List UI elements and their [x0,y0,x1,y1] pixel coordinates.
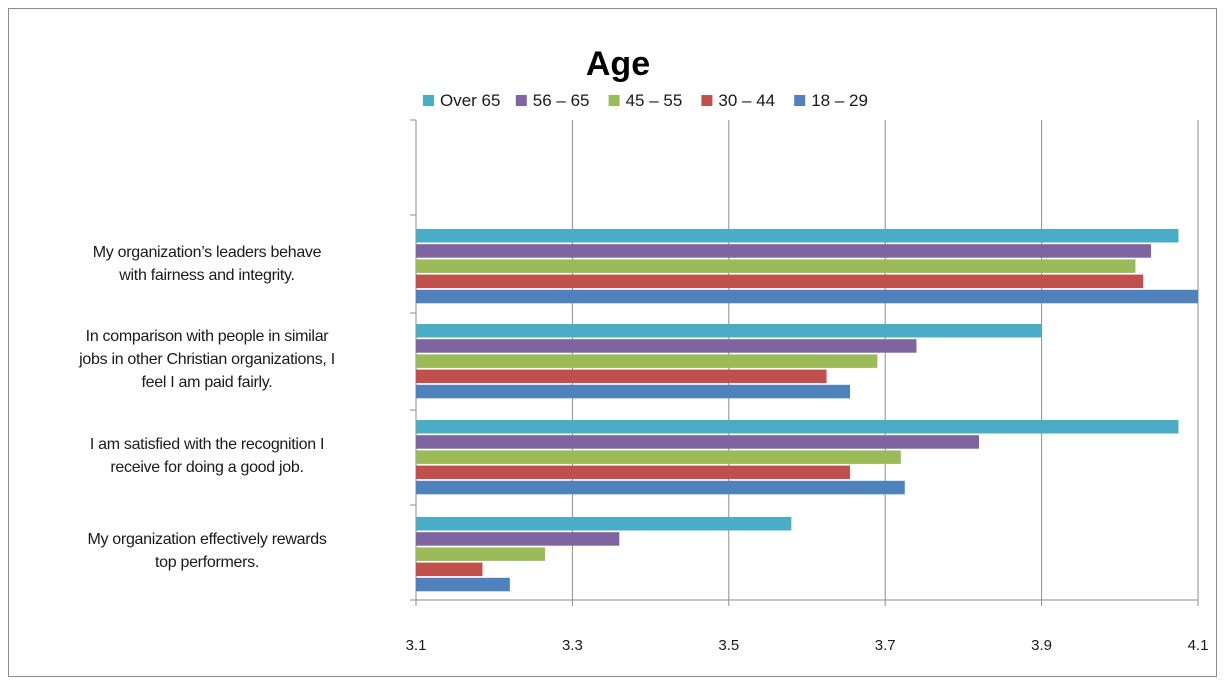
x-tick-label: 3.1 [406,637,427,654]
legend-swatch [701,95,713,106]
x-axis-ticks: 3.1 3.3 3.5 3.7 3.9 4.1 [406,637,1209,654]
category-label: In comparison with people in similar jobs… [12,325,402,394]
x-tick-label: 3.3 [562,637,583,654]
legend-swatch [608,95,620,106]
category-label-line: I am satisfied with the recognition I [89,436,325,453]
legend-label: 30 – 44 [718,91,775,110]
bar [416,324,1042,338]
x-tick-label: 3.9 [1031,637,1052,654]
bar [416,289,1198,304]
chart-title: Age [586,45,650,83]
bar [416,435,980,449]
bar [416,450,901,464]
x-tick-label: 4.1 [1188,637,1209,654]
category-label-line: In comparison with people in similar [85,327,329,345]
bar [416,480,905,495]
bar [416,420,1179,434]
bar [416,274,1144,289]
category-label-line: feel I am paid fairly. [141,373,273,391]
bar [416,244,1152,258]
bar [416,384,851,399]
category-label: I am satisfied with the recognition I rec… [12,433,402,479]
bars [416,229,1198,592]
bar [416,369,827,384]
bar [416,354,878,368]
legend-swatch [794,95,806,106]
bar [416,229,1179,243]
legend-swatch [423,95,434,106]
x-tick-label: 3.7 [875,637,896,654]
category-label-line: with fairness and integrity. [119,267,295,284]
legend-label: Over 65 [440,91,500,110]
bar [416,532,620,546]
bar [416,577,510,592]
bar [416,517,792,531]
bar [416,259,1136,273]
category-label-line: receive for doing a good job. [110,459,304,476]
legend: Over 65 56 – 65 45 – 55 30 – 44 18 – 29 [423,91,868,110]
bar [416,562,483,577]
category-label-line: My organization effectively rewards [87,531,327,548]
bar [416,547,546,561]
legend-label: 45 – 55 [626,91,683,110]
x-tick-label: 3.5 [718,637,739,654]
category-label-line: jobs in other Christian organizations, I [79,350,335,368]
legend-label: 18 – 29 [811,91,868,110]
bar [416,339,917,353]
bar [416,465,851,480]
legend-label: 56 – 65 [533,91,590,110]
category-label-line: My organization’s leaders behave [92,244,322,261]
category-label: My organization’s leaders behave with fai… [12,241,402,287]
legend-swatch [515,95,527,106]
category-label-line: top performers. [155,554,259,571]
category-label: My organization effectively rewards top p… [12,528,402,574]
